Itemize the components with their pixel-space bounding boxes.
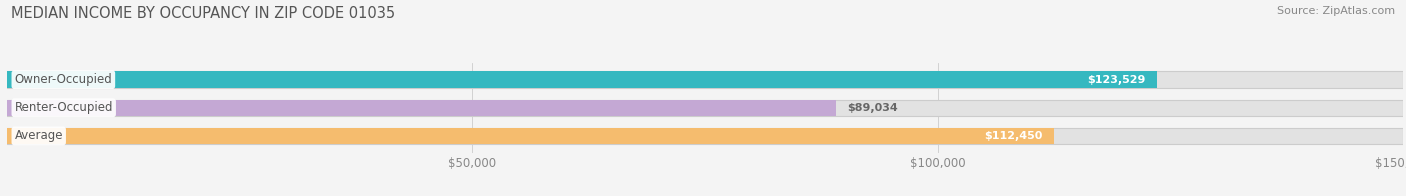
Bar [7, 128, 1053, 144]
Bar [7, 100, 835, 116]
Bar [7, 72, 1157, 88]
Bar [7, 100, 1403, 116]
Text: Average: Average [14, 130, 63, 142]
Text: $123,529: $123,529 [1087, 75, 1146, 85]
Text: Owner-Occupied: Owner-Occupied [14, 73, 112, 86]
Text: Renter-Occupied: Renter-Occupied [14, 101, 112, 114]
Text: Source: ZipAtlas.com: Source: ZipAtlas.com [1277, 6, 1395, 16]
Text: MEDIAN INCOME BY OCCUPANCY IN ZIP CODE 01035: MEDIAN INCOME BY OCCUPANCY IN ZIP CODE 0… [11, 6, 395, 21]
Text: $112,450: $112,450 [984, 131, 1042, 141]
Bar [7, 128, 1403, 144]
Bar [7, 72, 1403, 88]
Text: $89,034: $89,034 [846, 103, 897, 113]
